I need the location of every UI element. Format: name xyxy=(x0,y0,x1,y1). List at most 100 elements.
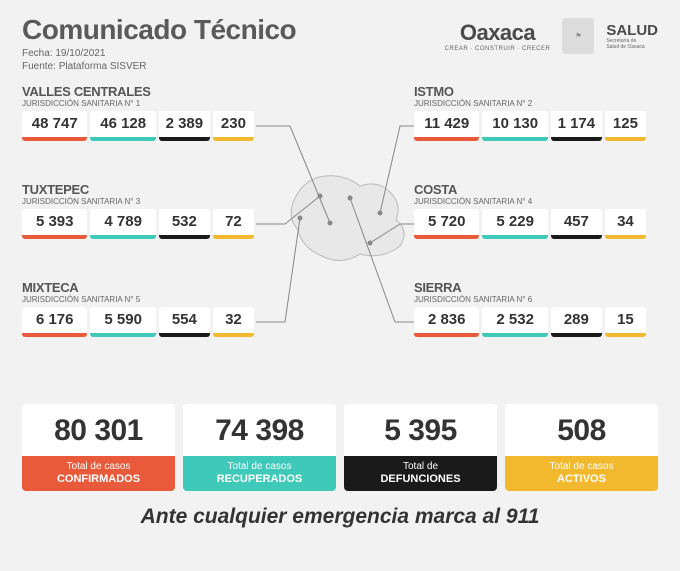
regions-area: VALLES CENTRALESJURISDICCIÓN SANITARIA N… xyxy=(0,78,680,398)
region-confirmed-cell: 6 176 xyxy=(22,307,87,337)
region-confirmed-cell: 5 720 xyxy=(414,209,479,239)
header-logos: Oaxaca CREAR · CONSTRUIR · CRECER ⚑ SALU… xyxy=(445,14,658,54)
region-recovered-cell: 4 789 xyxy=(90,209,155,239)
region-active-bar xyxy=(213,235,254,239)
region-sub: JURISDICCIÓN SANITARIA N° 4 xyxy=(414,197,646,206)
total-confirmed-value: 80 301 xyxy=(22,404,175,456)
region-recovered-cell: 10 130 xyxy=(482,111,547,141)
total-deaths: 5 395 Total de DEFUNCIONES xyxy=(344,404,497,491)
region-name: ISTMO xyxy=(414,84,646,99)
region-active-value: 125 xyxy=(605,111,646,137)
region-confirmed-cell: 48 747 xyxy=(22,111,87,141)
date-row: Fecha: 19/10/2021 xyxy=(22,48,296,59)
region-active-bar xyxy=(605,235,646,239)
region-active-bar xyxy=(605,333,646,337)
header: Comunicado Técnico Fecha: 19/10/2021 Fue… xyxy=(0,0,680,78)
date-label: Fecha: xyxy=(22,48,53,59)
total-recovered-value: 74 398 xyxy=(183,404,336,456)
region-sub: JURISDICCIÓN SANITARIA N° 6 xyxy=(414,295,646,304)
region-active-cell: 230 xyxy=(213,111,254,141)
state-seal-icon: ⚑ xyxy=(562,18,594,54)
region-active-cell: 32 xyxy=(213,307,254,337)
source-row: Fuente: Plataforma SISVER xyxy=(22,61,296,72)
region-deaths-cell: 2 389 xyxy=(159,111,210,141)
salud-logo-text: SALUD xyxy=(606,22,658,39)
region-recovered-bar xyxy=(90,137,155,141)
total-active-label: Total de casos ACTIVOS xyxy=(505,456,658,491)
region-active-cell: 125 xyxy=(605,111,646,141)
region-confirmed-bar xyxy=(414,333,479,337)
region-recovered-value: 5 590 xyxy=(90,307,155,333)
region-confirmed-value: 48 747 xyxy=(22,111,87,137)
region-recovered-cell: 5 229 xyxy=(482,209,547,239)
region-recovered-value: 4 789 xyxy=(90,209,155,235)
region-sub: JURISDICCIÓN SANITARIA N° 1 xyxy=(22,99,254,108)
region-values: 6 1765 59055432 xyxy=(22,307,254,337)
footer-text: Ante cualquier emergencia marca al 911 xyxy=(141,505,540,528)
total-recovered: 74 398 Total de casos RECUPERADOS xyxy=(183,404,336,491)
region-recovered-bar xyxy=(482,333,547,337)
region-deaths-bar xyxy=(551,235,602,239)
region-confirmed-cell: 11 429 xyxy=(414,111,479,141)
region-card: COSTAJURISDICCIÓN SANITARIA N° 45 7205 2… xyxy=(414,182,646,239)
salud-logo: SALUD Secretaría de Salud de Oaxaca xyxy=(606,22,658,50)
region-confirmed-value: 11 429 xyxy=(414,111,479,137)
region-recovered-cell: 46 128 xyxy=(90,111,155,141)
total-deaths-label: Total de DEFUNCIONES xyxy=(344,456,497,491)
oaxaca-logo-sub: CREAR · CONSTRUIR · CRECER xyxy=(445,46,551,52)
page-title: Comunicado Técnico xyxy=(22,14,296,46)
region-card: MIXTECAJURISDICCIÓN SANITARIA N° 56 1765… xyxy=(22,280,254,337)
region-active-cell: 34 xyxy=(605,209,646,239)
header-left: Comunicado Técnico Fecha: 19/10/2021 Fue… xyxy=(22,14,296,72)
total-active-value: 508 xyxy=(505,404,658,456)
region-sub: JURISDICCIÓN SANITARIA N° 2 xyxy=(414,99,646,108)
total-active: 508 Total de casos ACTIVOS xyxy=(505,404,658,491)
region-confirmed-cell: 5 393 xyxy=(22,209,87,239)
region-deaths-bar xyxy=(159,333,210,337)
region-deaths-bar xyxy=(551,137,602,141)
region-deaths-cell: 457 xyxy=(551,209,602,239)
region-deaths-value: 1 174 xyxy=(551,111,602,137)
region-recovered-cell: 2 532 xyxy=(482,307,547,337)
oaxaca-logo: Oaxaca CREAR · CONSTRUIR · CRECER xyxy=(445,20,551,52)
region-confirmed-bar xyxy=(22,333,87,337)
region-recovered-value: 10 130 xyxy=(482,111,547,137)
date-value: 19/10/2021 xyxy=(55,48,105,59)
region-values: 2 8362 53228915 xyxy=(414,307,646,337)
region-values: 5 3934 78953272 xyxy=(22,209,254,239)
region-confirmed-value: 5 393 xyxy=(22,209,87,235)
region-name: SIERRA xyxy=(414,280,646,295)
region-card: SIERRAJURISDICCIÓN SANITARIA N° 6 2 8362 … xyxy=(414,280,646,337)
region-deaths-bar xyxy=(159,235,210,239)
region-sub: JURISDICCIÓN SANITARIA N° 3 xyxy=(22,197,254,206)
region-confirmed-bar xyxy=(414,235,479,239)
region-active-value: 15 xyxy=(605,307,646,333)
region-deaths-value: 554 xyxy=(159,307,210,333)
region-card: ISTMOJURISDICCIÓN SANITARIA N° 2 11 42910… xyxy=(414,84,646,141)
region-card: TUXTEPECJURISDICCIÓN SANITARIA N° 3 5 393… xyxy=(22,182,254,239)
region-values: 11 42910 1301 174125 xyxy=(414,111,646,141)
region-active-value: 72 xyxy=(213,209,254,235)
region-active-value: 230 xyxy=(213,111,254,137)
region-deaths-value: 532 xyxy=(159,209,210,235)
region-recovered-bar xyxy=(90,333,155,337)
region-active-value: 34 xyxy=(605,209,646,235)
region-card: VALLES CENTRALESJURISDICCIÓN SANITARIA N… xyxy=(22,84,254,141)
region-name: TUXTEPEC xyxy=(22,182,254,197)
region-active-bar xyxy=(213,137,254,141)
salud-logo-sub2: Salud de Oaxaca xyxy=(606,45,658,51)
region-recovered-value: 2 532 xyxy=(482,307,547,333)
region-active-value: 32 xyxy=(213,307,254,333)
footer: Ante cualquier emergencia marca al 911 xyxy=(0,491,680,529)
region-active-cell: 15 xyxy=(605,307,646,337)
region-deaths-bar xyxy=(551,333,602,337)
region-values: 48 74746 1282 389230 xyxy=(22,111,254,141)
region-deaths-cell: 289 xyxy=(551,307,602,337)
total-deaths-value: 5 395 xyxy=(344,404,497,456)
region-deaths-cell: 554 xyxy=(159,307,210,337)
region-deaths-cell: 1 174 xyxy=(551,111,602,141)
region-deaths-value: 2 389 xyxy=(159,111,210,137)
region-confirmed-value: 2 836 xyxy=(414,307,479,333)
region-recovered-cell: 5 590 xyxy=(90,307,155,337)
total-recovered-label: Total de casos RECUPERADOS xyxy=(183,456,336,491)
